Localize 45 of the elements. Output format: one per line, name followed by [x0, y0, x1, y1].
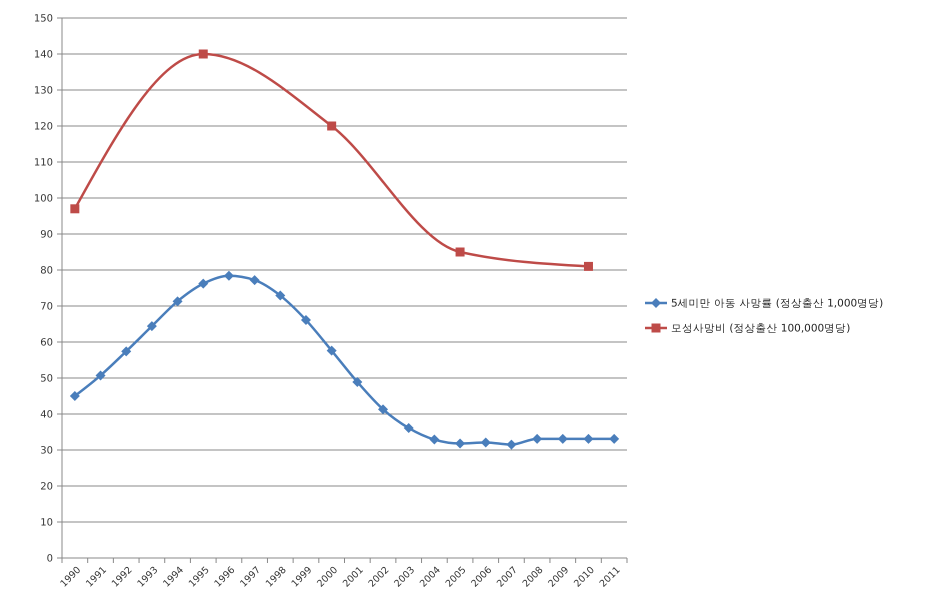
point	[198, 50, 208, 58]
point	[429, 434, 440, 445]
point	[121, 346, 132, 356]
y-tick-label: 100	[34, 194, 53, 204]
point	[275, 290, 286, 301]
y-tick-label: 150	[34, 14, 53, 24]
point	[455, 438, 466, 449]
y-tick-label: 60	[40, 338, 53, 348]
y-tick-label: 10	[40, 518, 53, 528]
y-tick-label: 130	[34, 86, 53, 96]
y-tick-label: 50	[40, 374, 53, 384]
y-tick-label: 40	[40, 410, 53, 420]
point	[480, 437, 491, 448]
y-tick-label: 140	[34, 50, 53, 60]
point	[404, 423, 414, 434]
y-tick-label: 70	[40, 302, 53, 312]
point	[300, 315, 311, 326]
point	[584, 262, 593, 271]
point	[172, 296, 183, 306]
point	[146, 321, 157, 332]
point	[532, 434, 542, 444]
y-tick-label: 0	[46, 554, 53, 564]
point	[506, 440, 516, 450]
y-tick-label: 120	[34, 122, 53, 132]
legend-label: 모성사망비 (정상출산 100,000명당)	[671, 322, 850, 335]
y-tick-label: 30	[40, 446, 53, 456]
legend-label: 5세미만 아동 사망률 (정상출산 1,000명당)	[671, 298, 884, 310]
y-tick-label: 20	[40, 482, 53, 492]
point	[70, 391, 80, 401]
point	[96, 370, 106, 380]
point	[70, 204, 80, 214]
point	[558, 434, 568, 444]
point	[456, 248, 465, 256]
point	[609, 434, 620, 444]
point	[327, 122, 336, 130]
point	[583, 434, 594, 444]
y-tick-label: 90	[40, 230, 53, 240]
point	[352, 376, 362, 387]
point	[250, 275, 260, 286]
point	[326, 346, 337, 356]
y-tick-label: 80	[40, 266, 53, 276]
point	[198, 278, 208, 289]
y-tick-label: 110	[34, 158, 53, 168]
point	[224, 270, 234, 281]
point	[378, 404, 388, 414]
